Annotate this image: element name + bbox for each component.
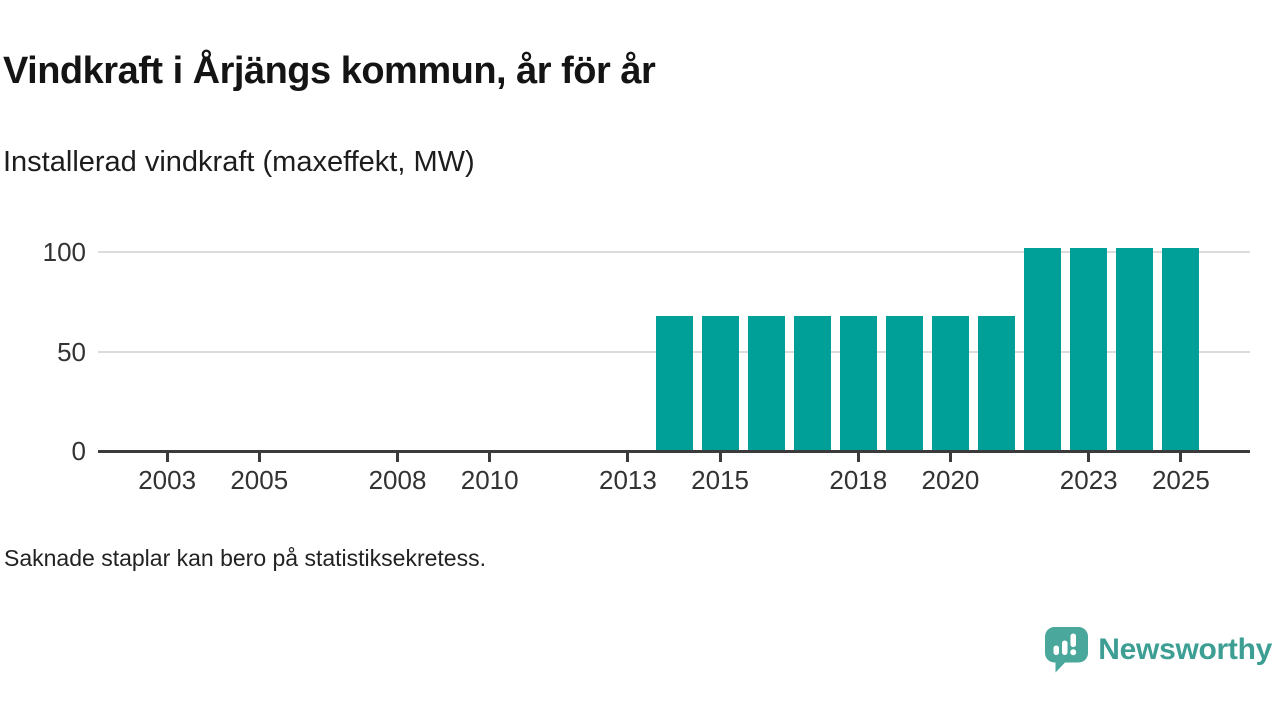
x-tick-2010 — [488, 453, 492, 462]
bar-2020 — [931, 315, 969, 451]
x-tick-label-2025: 2025 — [1151, 465, 1210, 495]
x-tick-label-2005: 2005 — [230, 465, 289, 495]
x-axis-line — [98, 450, 1250, 453]
x-tick-label-2023: 2023 — [1059, 465, 1118, 495]
bar-2016 — [747, 315, 785, 451]
x-tick-label-2010: 2010 — [460, 465, 519, 495]
bar-2017 — [793, 315, 831, 451]
x-tick-2025 — [1179, 453, 1183, 462]
bar-2019 — [885, 315, 923, 451]
x-tick-2020 — [948, 453, 952, 462]
newsworthy-logo-text: Newsworthy — [1098, 633, 1272, 666]
bar-2025 — [1162, 248, 1200, 451]
footnote: Saknade staplar kan bero på statistiksek… — [4, 545, 486, 571]
y-axis-label-50: 50 — [57, 336, 86, 367]
x-tick-2013 — [626, 453, 630, 462]
x-tick-label-2020: 2020 — [921, 465, 980, 495]
newsworthy-logo-icon — [1045, 627, 1089, 673]
x-tick-label-2003: 2003 — [138, 465, 197, 495]
bar-2023 — [1070, 248, 1108, 451]
bar-2018 — [839, 315, 877, 451]
gridline-100 — [98, 251, 1250, 253]
y-axis-label-0: 0 — [71, 436, 86, 466]
chart-subtitle: Installerad vindkraft (maxeffekt, MW) — [3, 146, 475, 178]
x-tick-label-2015: 2015 — [691, 465, 749, 495]
newsworthy-logo: Newsworthy — [1044, 626, 1272, 674]
x-tick-label-2008: 2008 — [368, 465, 427, 495]
bar-2024 — [1116, 248, 1154, 451]
x-tick-2023 — [1087, 453, 1091, 462]
x-tick-2003 — [165, 453, 169, 462]
x-tick-2005 — [257, 453, 261, 462]
x-tick-label-2013: 2013 — [598, 465, 657, 495]
x-tick-2008 — [396, 453, 400, 462]
x-tick-2018 — [856, 453, 860, 462]
bar-2021 — [978, 315, 1016, 451]
bar-2014 — [655, 315, 693, 451]
x-tick-2015 — [718, 453, 722, 462]
bar-2022 — [1024, 248, 1062, 451]
y-axis-label-100: 100 — [42, 237, 86, 267]
bar-2015 — [701, 315, 739, 451]
chart-title: Vindkraft i Årjängs kommun, år för år — [3, 50, 656, 92]
x-tick-label-2018: 2018 — [829, 465, 888, 495]
